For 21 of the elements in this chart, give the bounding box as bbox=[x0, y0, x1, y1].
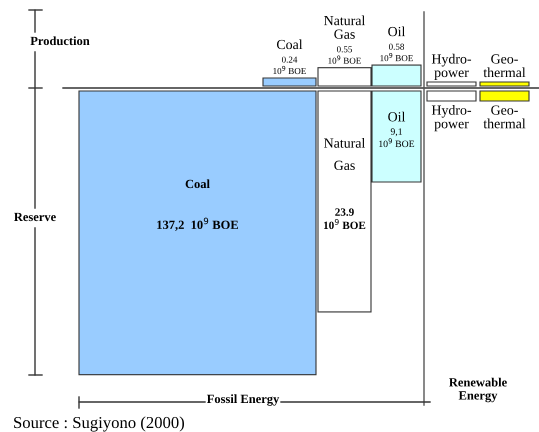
data-label: 0.55 10$^{9}$ BOE bbox=[328, 46, 361, 64]
data-label: 0.24 10$^{9}$ BOE bbox=[273, 56, 306, 74]
data-label: 23.9 10$^{9}$ BOE bbox=[324, 208, 366, 230]
category-label: Natural Gas bbox=[324, 138, 366, 170]
category-label: Hydro- power bbox=[432, 105, 472, 132]
category-label: Geo- thermal bbox=[483, 105, 526, 128]
data-label: 0.58 10$^{9}$ BOE bbox=[380, 44, 413, 62]
text: Renewable Energy bbox=[449, 378, 507, 402]
series-label: Reserve bbox=[14, 212, 56, 222]
source-note: Source : Sugiyono (2000) bbox=[14, 416, 184, 432]
category-label: Oil bbox=[388, 112, 406, 122]
category-label: Geo- thermal bbox=[483, 54, 526, 78]
data-label: 9,1 10$^{9}$ BOE bbox=[379, 128, 414, 148]
category-label: Coal bbox=[276, 39, 302, 50]
category-label: Natural Gas bbox=[324, 16, 366, 39]
text: Production bbox=[30, 36, 90, 46]
category-label: Coal bbox=[186, 179, 210, 188]
data-label: 137,2 10$^{9}$ BOE bbox=[157, 218, 238, 231]
category-label: Hydro- power bbox=[432, 54, 472, 80]
text: Fossil Energy bbox=[206, 394, 280, 406]
category-label: Oil bbox=[388, 26, 406, 36]
